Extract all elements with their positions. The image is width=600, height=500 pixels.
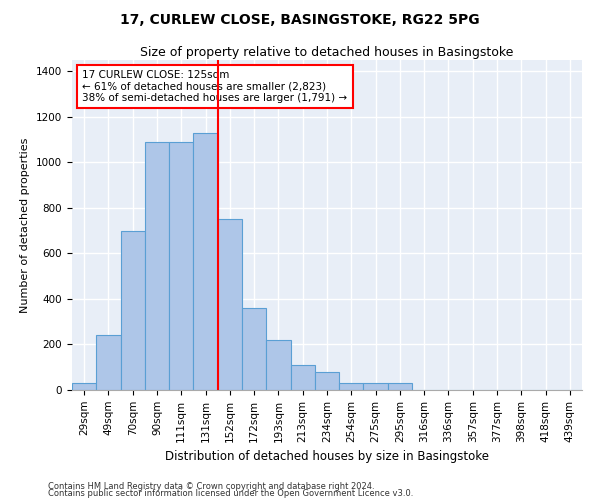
Bar xyxy=(72,383,96,390)
Bar xyxy=(315,372,339,390)
Title: Size of property relative to detached houses in Basingstoke: Size of property relative to detached ho… xyxy=(140,46,514,59)
Bar xyxy=(121,230,145,390)
Bar xyxy=(193,133,218,390)
Text: 17 CURLEW CLOSE: 125sqm
← 61% of detached houses are smaller (2,823)
38% of semi: 17 CURLEW CLOSE: 125sqm ← 61% of detache… xyxy=(82,70,347,103)
Text: 17, CURLEW CLOSE, BASINGSTOKE, RG22 5PG: 17, CURLEW CLOSE, BASINGSTOKE, RG22 5PG xyxy=(120,12,480,26)
X-axis label: Distribution of detached houses by size in Basingstoke: Distribution of detached houses by size … xyxy=(165,450,489,463)
Text: Contains public sector information licensed under the Open Government Licence v3: Contains public sector information licen… xyxy=(48,489,413,498)
Y-axis label: Number of detached properties: Number of detached properties xyxy=(20,138,31,312)
Bar xyxy=(364,383,388,390)
Bar xyxy=(169,142,193,390)
Text: Contains HM Land Registry data © Crown copyright and database right 2024.: Contains HM Land Registry data © Crown c… xyxy=(48,482,374,491)
Bar xyxy=(339,383,364,390)
Bar xyxy=(266,340,290,390)
Bar xyxy=(242,308,266,390)
Bar xyxy=(145,142,169,390)
Bar xyxy=(290,365,315,390)
Bar xyxy=(388,383,412,390)
Bar xyxy=(96,336,121,390)
Bar xyxy=(218,220,242,390)
